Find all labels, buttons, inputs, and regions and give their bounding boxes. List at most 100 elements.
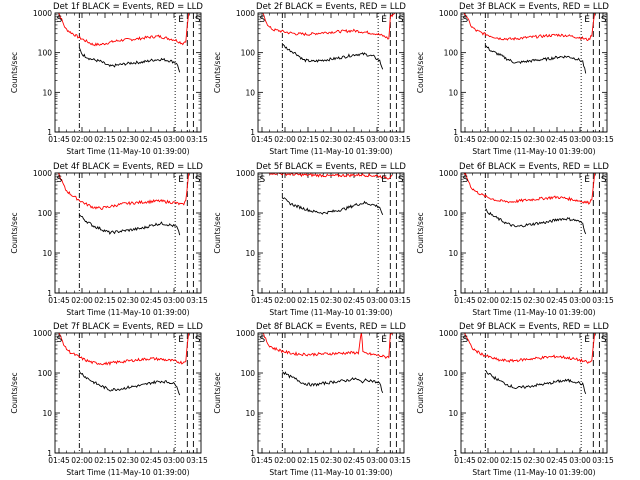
y-tick-label: 100 — [38, 209, 53, 218]
x-axis-label: Start Time (11-May-10 01:39:00) — [269, 468, 392, 477]
x-tick-label: 02:30 — [523, 135, 545, 144]
marker-s: S — [260, 175, 266, 185]
x-tick-label: 02:30 — [117, 135, 139, 144]
x-tick-label: 02:45 — [140, 296, 162, 305]
series-lld-line — [463, 333, 596, 364]
x-tick-label: 02:00 — [477, 296, 499, 305]
marker-s: S — [463, 175, 469, 185]
x-tick-label: 02:45 — [140, 135, 162, 144]
series-lld-line — [262, 13, 396, 40]
series-events-line — [282, 371, 384, 393]
x-tick-label: 02:45 — [343, 135, 365, 144]
marker-s: S — [57, 15, 63, 25]
y-axis-label: Counts/sec — [10, 372, 19, 413]
x-tick-label: 03:00 — [163, 456, 185, 465]
marker-s: S — [463, 15, 469, 25]
plot-frame — [54, 172, 202, 294]
y-tick-label: 1 — [453, 128, 458, 137]
x-tick-label: 02:00 — [274, 456, 296, 465]
y-tick-label: 1000 — [439, 329, 458, 338]
x-tick-label: 03:00 — [366, 135, 388, 144]
x-tick-label: 02:15 — [297, 296, 319, 305]
marker-e: E — [584, 175, 590, 185]
plot-frame — [54, 12, 202, 133]
marker-s: S — [195, 15, 201, 25]
x-tick-label: 03:00 — [163, 135, 185, 144]
y-tick-label: 1000 — [439, 169, 458, 178]
y-axis-label: Counts/sec — [10, 212, 19, 253]
x-tick-label: 01:45 — [48, 296, 70, 305]
x-tick-label: 02:45 — [343, 456, 365, 465]
plot-frame — [460, 172, 608, 294]
y-tick-label: 1000 — [33, 329, 52, 338]
x-tick-label: 02:15 — [94, 296, 116, 305]
x-axis-label: Start Time (11-May-10 01:39:00) — [66, 308, 189, 317]
y-tick-label: 10 — [448, 249, 458, 258]
series-events-line — [485, 208, 587, 235]
panel-title: Det 3f BLACK = Events, RED = LLD — [459, 2, 609, 12]
x-tick-label: 03:00 — [366, 296, 388, 305]
x-tick-label: 02:15 — [297, 135, 319, 144]
panel-det-4: Det 4f BLACK = Events, RED = LLD Start Ti… — [10, 162, 208, 317]
x-tick-label: 03:15 — [186, 296, 208, 305]
series-lld-line — [260, 333, 394, 359]
y-tick-label: 100 — [241, 209, 256, 218]
marker-e: E — [178, 175, 184, 185]
marker-s: S — [195, 175, 201, 185]
y-tick-label: 1 — [453, 449, 458, 458]
x-tick-label: 02:15 — [297, 456, 319, 465]
y-axis-label: Counts/sec — [213, 372, 222, 413]
x-tick-label: 03:00 — [569, 456, 591, 465]
x-tick-label: 03:15 — [389, 135, 411, 144]
y-tick-label: 1000 — [439, 9, 458, 18]
x-tick-label: 02:30 — [320, 296, 342, 305]
panel-det-9: Det 9f BLACK = Events, RED = LLD Start Ti… — [416, 322, 614, 477]
x-axis-label: Start Time (11-May-10 01:39:00) — [66, 147, 189, 156]
marker-e: E — [584, 15, 590, 25]
series-events-line — [485, 45, 587, 74]
y-tick-label: 10 — [42, 409, 52, 418]
series-lld-line — [57, 333, 190, 366]
x-tick-label: 03:15 — [592, 296, 614, 305]
y-tick-label: 1 — [453, 289, 458, 298]
x-axis-label: Start Time (11-May-10 01:39:00) — [472, 147, 595, 156]
x-tick-label: 02:30 — [523, 296, 545, 305]
marker-s: S — [601, 15, 607, 25]
series-lld-line — [463, 173, 596, 205]
y-tick-label: 100 — [38, 369, 53, 378]
plot-frame — [257, 172, 405, 294]
y-tick-label: 10 — [42, 88, 52, 97]
x-tick-label: 01:45 — [251, 135, 273, 144]
marker-e: E — [178, 335, 184, 345]
marker-e: E — [381, 15, 387, 25]
series-lld-line — [57, 13, 190, 47]
y-axis-label: Counts/sec — [416, 212, 425, 253]
plot-frame — [54, 332, 202, 454]
x-tick-label: 01:45 — [251, 296, 273, 305]
x-tick-label: 02:00 — [477, 456, 499, 465]
x-tick-label: 02:00 — [71, 456, 93, 465]
y-tick-label: 100 — [444, 49, 459, 58]
y-tick-label: 100 — [241, 49, 256, 58]
y-axis-label: Counts/sec — [416, 372, 425, 413]
series-events-line — [282, 197, 384, 215]
x-tick-label: 03:15 — [592, 456, 614, 465]
x-tick-label: 02:15 — [500, 296, 522, 305]
marker-e: E — [584, 335, 590, 345]
y-tick-label: 1 — [47, 128, 52, 137]
y-tick-label: 1 — [250, 128, 255, 137]
series-lld-line — [268, 173, 393, 180]
x-tick-label: 02:30 — [117, 296, 139, 305]
panel-title: Det 8f BLACK = Events, RED = LLD — [256, 322, 406, 332]
series-events-line — [78, 370, 181, 396]
x-tick-label: 03:15 — [389, 456, 411, 465]
x-axis-label: Start Time (11-May-10 01:39:00) — [472, 468, 595, 477]
y-tick-label: 1 — [47, 449, 52, 458]
x-axis-label: Start Time (11-May-10 01:39:00) — [269, 147, 392, 156]
x-tick-label: 02:45 — [343, 296, 365, 305]
x-tick-label: 03:15 — [186, 456, 208, 465]
x-tick-label: 03:00 — [163, 296, 185, 305]
panel-title: Det 6f BLACK = Events, RED = LLD — [459, 162, 609, 172]
x-tick-label: 02:30 — [117, 456, 139, 465]
